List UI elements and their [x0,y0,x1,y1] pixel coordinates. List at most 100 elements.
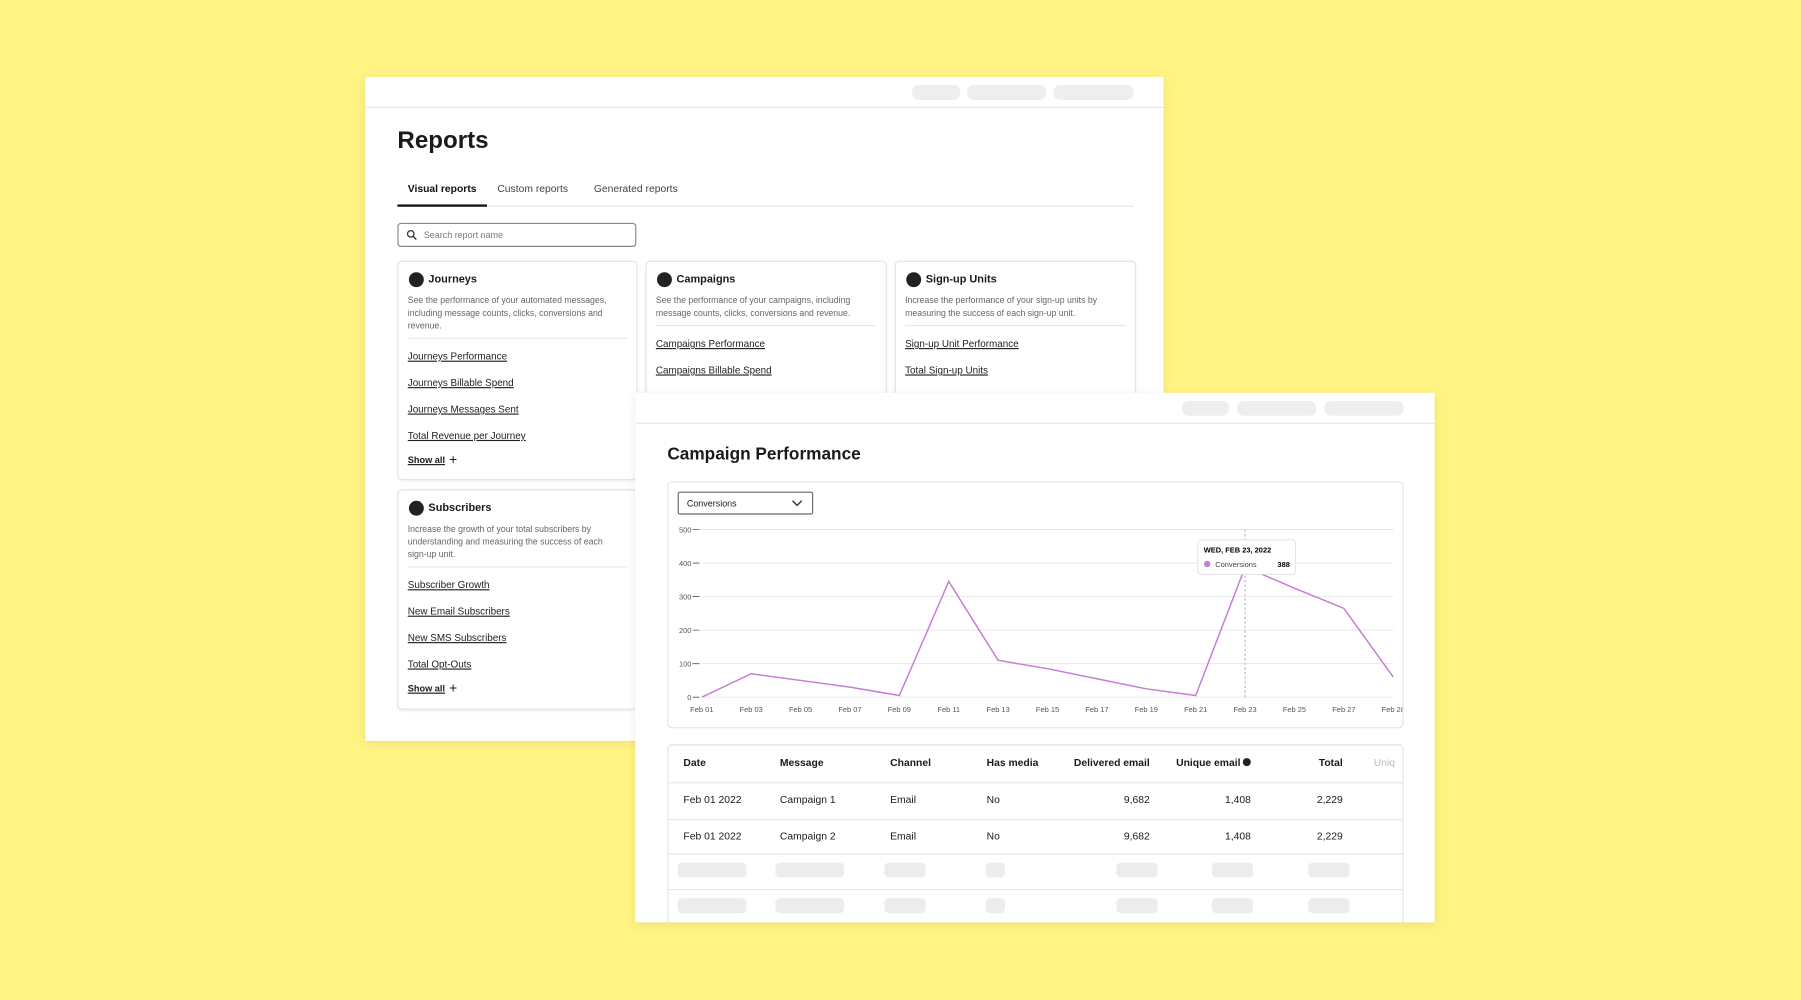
skeleton [884,862,926,878]
tooltip-box [1197,539,1297,575]
report-link[interactable]: Campaigns Performance [655,337,766,350]
column-header: Date [683,756,706,769]
search-icon [406,230,417,240]
search-box[interactable]: Search report name [397,222,637,247]
report-link[interactable]: Campaigns Billable Spend [655,364,772,376]
placeholder [967,84,1047,100]
x-tick-label: Feb 01 [690,705,713,714]
report-link[interactable]: Total Sign-up Units [905,364,988,376]
table-cell: 2,229 [1316,793,1343,806]
skeleton [985,898,1006,914]
table-cell: 1,408 [1224,830,1251,842]
series-line [701,566,1394,698]
table-cell: 1,408 [1224,793,1251,806]
y-tick-label: 200 [679,626,691,635]
table-cell: Campaign 2 [779,830,836,842]
card-icon [408,272,424,288]
report-link[interactable]: New Email Subscribers [407,605,510,617]
table-cell: No [986,793,1000,806]
card-icon [906,272,922,288]
report-link[interactable]: Sign-up Unit Performance [905,337,1019,350]
table-cell: 9,682 [1123,830,1150,842]
card-separator [407,337,628,339]
placeholder [1324,400,1404,416]
panel-title: Campaign Performance [667,444,861,465]
skeleton [775,898,845,914]
report-link[interactable]: Journeys Billable Spend [407,376,514,389]
skeleton [1116,898,1158,914]
card-description: See the performance of your automated me… [407,295,607,331]
report-link[interactable]: Journeys Performance [407,350,508,362]
tooltip: WED, FEB 23, 2022 Conversions 388 [1197,539,1297,575]
report-link[interactable]: Journeys Messages Sent [407,403,519,415]
x-tick-label: Feb 23 [1233,705,1256,714]
card-separator [407,566,628,568]
search-placeholder: Search report name [423,229,503,241]
card-separator [655,325,877,327]
column-header: Unique email [1176,756,1241,769]
column-header: Message [779,756,824,769]
table-cell: No [986,830,1000,842]
x-tick-label: Feb 27 [1332,705,1355,714]
column-header: Channel [890,756,931,769]
report-card: Subscribers Increase the growth of your t… [397,489,638,710]
help-icon [1242,758,1251,767]
card-separator [905,325,1126,327]
tab[interactable]: Custom reports [497,182,569,195]
skeleton [677,862,747,878]
report-link[interactable]: Total Opt-Outs [407,658,472,670]
row-rule [668,853,1403,855]
table-cell: Email [890,830,917,842]
card-icon [656,272,672,288]
tooltip-title: WED, FEB 23, 2022 [1204,545,1272,554]
skeleton [677,898,747,914]
skeleton [1308,898,1350,914]
x-tick-label: Feb 17 [1085,705,1108,714]
tab[interactable]: Visual reports [407,182,477,195]
y-tick-label: 100 [679,660,691,669]
placeholder [1181,400,1230,416]
card-title: Journeys [428,273,477,287]
plus-icon: + [449,451,458,468]
tab[interactable]: Generated reports [593,182,678,195]
column-header: Total [1318,756,1343,769]
card-description: Increase the performance of your sign-up… [905,295,1098,319]
tooltip-series: Conversions [1215,560,1257,569]
x-tick-label: Feb 28 [1382,705,1403,714]
tooltip-value: 388 [1277,560,1289,569]
skeleton [1211,862,1254,878]
x-tick-label: Feb 07 [838,705,861,714]
campaign-panel: Campaign Performance Conversions 0 100 200… [635,392,1435,923]
x-tick-label: Feb 05 [789,705,812,714]
row-rule [668,782,1403,784]
tab-rule [397,205,1134,207]
placeholder [1237,400,1317,416]
x-tick-label: Feb 13 [987,705,1010,714]
x-tick-label: Feb 25 [1283,705,1306,714]
column-header: Uniq [1373,756,1395,769]
card-description: Increase the growth of your total subscr… [407,523,603,560]
report-link[interactable]: New SMS Subscribers [407,631,507,644]
table-cell: 9,682 [1123,793,1150,806]
y-tick-label: 400 [679,559,691,568]
report-link[interactable]: Total Revenue per Journey [407,429,526,442]
show-all[interactable]: Show all + [407,451,458,468]
placeholder [1053,84,1134,100]
card-title: Sign-up Units [925,273,997,287]
report-card: Journeys See the performance of your auto… [397,260,638,481]
report-link[interactable]: Subscriber Growth [407,578,490,591]
legend-dot [1203,560,1211,568]
skeleton [884,898,926,914]
card-title: Campaigns [676,273,736,287]
table-cell: Feb 01 2022 [683,830,742,842]
data-table: Date Message Channel Has media Delivered ema… [667,744,1404,923]
column-header: Delivered email [1073,756,1150,769]
skeleton [1308,862,1350,878]
chart-box: Conversions 0 100 200 300 400 500 Feb 01 Feb 03… [667,481,1404,729]
show-all[interactable]: Show all + [407,679,458,697]
metric-dropdown[interactable]: Conversions [677,491,814,515]
skeleton [775,862,845,878]
skeleton [1211,898,1254,914]
